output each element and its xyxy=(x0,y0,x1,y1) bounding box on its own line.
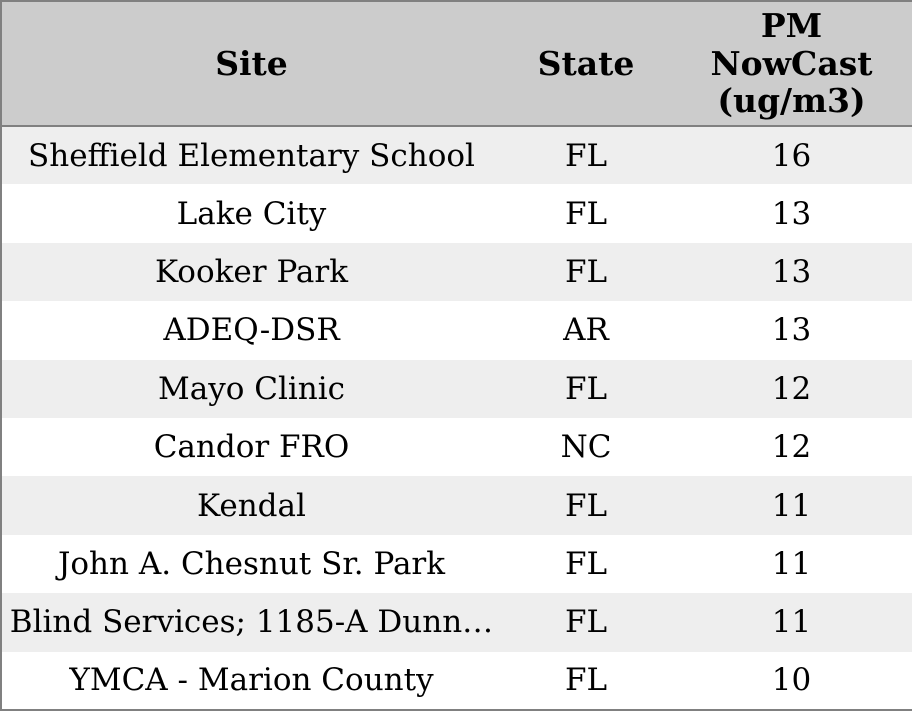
cell-site: YMCA - Marion County xyxy=(69,662,434,699)
table-row: Lake City FL 13 xyxy=(1,184,912,243)
table-header-row: Site State PM NowCast (ug/m3) xyxy=(1,1,912,127)
cell-pm_nowcast: 12 xyxy=(771,429,812,466)
table-row: Kooker Park FL 13 xyxy=(1,242,912,302)
cell-site: Kendal xyxy=(197,487,306,524)
column-header-state-label: State xyxy=(537,43,635,83)
table-row: John A. Chesnut Sr. Park FL 11 xyxy=(1,534,912,594)
cell-site: Mayo Clinic xyxy=(157,370,346,407)
cell-pm_nowcast: 12 xyxy=(771,370,812,407)
cell-site: ADEQ-DSR xyxy=(163,312,340,349)
table-row: Kendal FL 11 xyxy=(1,476,912,535)
cell-pm_nowcast: 13 xyxy=(771,312,812,349)
cell-site: Lake City xyxy=(176,195,327,232)
cell-pm_nowcast: 11 xyxy=(771,487,812,524)
cell-state: FL xyxy=(564,370,608,407)
cell-state: FL xyxy=(564,604,608,641)
cell-state: FL xyxy=(564,253,608,290)
cell-state: FL xyxy=(564,487,608,524)
table-row: YMCA - Marion County FL 10 xyxy=(1,651,912,710)
cell-pm_nowcast: 13 xyxy=(771,195,812,232)
cell-site: Candor FRO xyxy=(153,429,350,466)
cell-site: John A. Chesnut Sr. Park xyxy=(57,545,446,582)
cell-pm_nowcast: 10 xyxy=(771,662,812,699)
column-header-pm-nowcast: PM NowCast (ug/m3) xyxy=(671,1,912,127)
cell-pm_nowcast: 11 xyxy=(771,545,812,582)
column-header-site-label: Site xyxy=(215,43,288,83)
column-header-pm-nowcast-label: PM NowCast (ug/m3) xyxy=(710,5,873,121)
cell-state: FL xyxy=(564,662,608,699)
table-row: Blind Services; 1185-A Dunn… FL 11 xyxy=(1,593,912,652)
table-row: Mayo Clinic FL 12 xyxy=(1,359,912,418)
cell-state: FL xyxy=(564,137,608,174)
cell-site: Sheffield Elementary School xyxy=(28,137,475,174)
cell-state: FL xyxy=(564,195,608,232)
cell-state: NC xyxy=(560,429,612,466)
table-row: Candor FRO NC 12 xyxy=(1,417,912,477)
cell-pm_nowcast: 11 xyxy=(771,604,812,641)
cell-state: AR xyxy=(563,312,609,349)
cell-site: Blind Services; 1185-A Dunn… xyxy=(9,604,494,641)
cell-state: FL xyxy=(564,545,608,582)
cell-pm_nowcast: 13 xyxy=(771,253,812,290)
column-header-state: State xyxy=(501,1,671,127)
table-row: ADEQ-DSR AR 13 xyxy=(1,301,912,360)
table-row: Sheffield Elementary School FL 16 xyxy=(1,126,912,185)
cell-pm_nowcast: 16 xyxy=(771,137,812,174)
table-header: Site State PM NowCast (ug/m3) xyxy=(1,1,912,127)
column-header-site: Site xyxy=(1,1,501,127)
cell-site: Kooker Park xyxy=(154,253,348,290)
table-body: Sheffield Elementary School FL 16 Lake City… xyxy=(1,126,912,710)
